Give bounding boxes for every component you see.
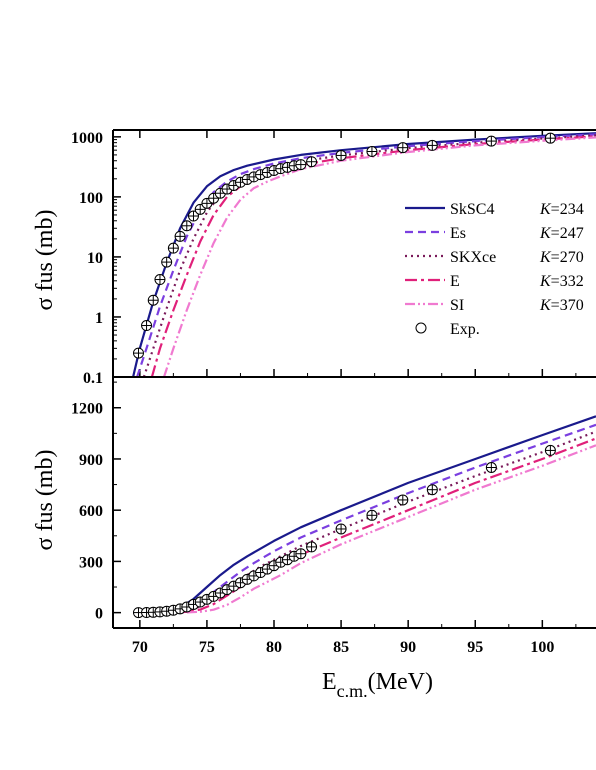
bottom-exp-point <box>544 444 556 456</box>
bottom-exp-point <box>397 494 409 506</box>
legend-k-value: K=270 <box>539 249 584 266</box>
top-y-ticks: 0.1 1 10 100 1000 <box>71 130 121 387</box>
legend-k-value: K=247 <box>539 225 584 242</box>
top-exp-point <box>295 159 307 171</box>
legend-label: Es <box>450 225 466 242</box>
top-y-tick-label: 1000 <box>71 130 103 147</box>
legend-item-skxce: SKXce K=270 <box>405 249 584 266</box>
bottom-series-e <box>151 437 596 614</box>
x-tick-label: 80 <box>266 639 282 656</box>
x-tick-label: 85 <box>333 639 349 656</box>
top-series-group <box>132 132 596 377</box>
legend-label: E <box>450 273 460 290</box>
top-exp-point <box>174 230 186 242</box>
bottom-exp-point <box>335 523 347 535</box>
legend-item-e: E K=332 <box>405 273 584 290</box>
legend-label: SI <box>450 297 464 314</box>
top-exp-point <box>366 145 378 157</box>
top-exp-point <box>188 210 199 222</box>
top-exp-point <box>161 256 173 268</box>
legend-k-value: K=234 <box>539 201 584 218</box>
top-y-tick-label: 100 <box>79 190 103 207</box>
x-tick-label: 100 <box>530 639 554 656</box>
legend-k-value: K=370 <box>539 297 584 314</box>
bottom-y-axis-title: σ fus (mb) <box>32 450 58 551</box>
x-tick-label: 75 <box>199 639 215 656</box>
legend-label: SkSC4 <box>450 201 494 218</box>
top-exp-point <box>141 320 153 332</box>
top-exp-point <box>132 347 144 359</box>
bottom-exp-point <box>295 548 307 560</box>
bottom-panel: 0 300 600 900 1200 70 75 80 85 90 95 100 σ fus (mb… <box>32 377 596 656</box>
bottom-series-si <box>164 444 596 614</box>
bottom-series-sksc4 <box>133 415 596 614</box>
top-exp-point <box>306 156 318 168</box>
top-exp-point <box>154 274 166 286</box>
bottom-exp-point <box>485 461 497 473</box>
bottom-y-tick-label: 1200 <box>71 401 103 418</box>
bottom-series-skxce <box>143 430 596 614</box>
legend-item-es: Es K=247 <box>405 225 584 242</box>
x-tick-label: 95 <box>467 639 483 656</box>
x-tick-label: 70 <box>132 639 148 656</box>
top-exp-point <box>397 142 409 154</box>
bottom-y-tick-label: 0 <box>95 606 103 623</box>
bottom-exp-point <box>306 541 318 553</box>
bottom-y-tick-label: 900 <box>79 452 103 469</box>
top-exp-point <box>147 294 159 306</box>
top-exp-point <box>426 139 438 151</box>
top-y-axis-title: σ fus (mb) <box>32 210 58 311</box>
x-axis-title-sub: c.m. <box>337 681 368 701</box>
top-exp-point <box>181 220 193 232</box>
x-axis-title: Ec.m.(MeV) <box>322 669 433 701</box>
legend: SkSC4 K=234 Es K=247 SKXce K=270 E K=332 SI K=370… <box>405 201 584 338</box>
x-axis-title-unit: (MeV) <box>368 669 433 695</box>
top-series-si <box>162 136 596 377</box>
legend-item-sksc4: SkSC4 K=234 <box>405 201 584 218</box>
top-y-tick-label: 10 <box>87 250 103 267</box>
legend-item-exp: Exp. <box>415 321 480 338</box>
legend-label: Exp. <box>450 321 480 338</box>
x-axis-title-main: E <box>322 669 337 695</box>
top-exp-point <box>167 242 179 254</box>
x-tick-label: 90 <box>400 639 416 656</box>
legend-label: SKXce <box>450 249 496 266</box>
bottom-y-tick-label: 300 <box>79 554 103 571</box>
top-y-tick-label: 0.1 <box>83 370 103 387</box>
top-x-ticks <box>139 130 577 377</box>
top-y-tick-label: 1 <box>95 310 103 327</box>
legend-k-value: K=332 <box>539 273 584 290</box>
top-series-skxce <box>142 134 596 377</box>
bottom-series-es <box>137 423 596 614</box>
top-series-e <box>150 135 596 377</box>
top-exp-point <box>544 132 556 144</box>
bottom-exp-point <box>261 563 273 575</box>
bottom-series-group <box>132 415 596 619</box>
bottom-y-ticks: 0 300 600 900 1200 <box>71 381 121 623</box>
legend-item-si: SI K=370 <box>405 297 584 314</box>
legend-exp-marker <box>415 322 427 334</box>
top-exp-point <box>485 135 497 147</box>
top-exp-point <box>335 149 347 161</box>
top-series-sksc4 <box>132 132 596 377</box>
bottom-exp-point <box>426 484 438 496</box>
top-panel: 0.1 1 10 100 1000 σ fus (mb) <box>32 129 596 387</box>
top-series-es <box>136 133 596 377</box>
bottom-y-tick-label: 600 <box>79 503 103 520</box>
bottom-exp-point <box>366 509 378 521</box>
bottom-x-ticks: 70 75 80 85 90 95 100 <box>132 620 577 656</box>
